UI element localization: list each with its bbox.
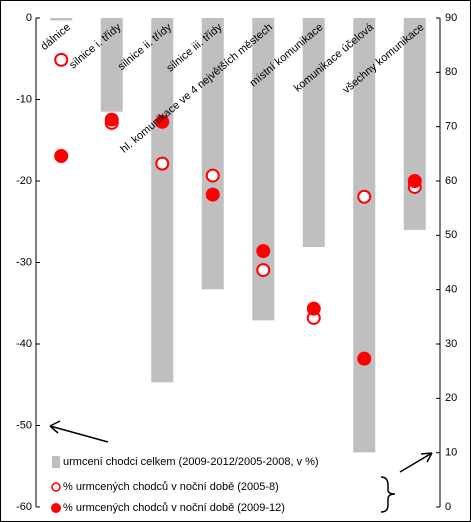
bar xyxy=(403,18,426,230)
bar xyxy=(353,18,376,453)
y2-tick-label: 10 xyxy=(445,447,457,459)
y2-tick-label: 30 xyxy=(445,338,457,350)
y-tick-label: 0 xyxy=(26,12,32,24)
y2-tick-label: 90 xyxy=(445,12,457,24)
dot-filled xyxy=(104,112,119,127)
dot-filled xyxy=(205,187,220,202)
bar xyxy=(50,18,73,21)
dot-filled xyxy=(407,174,422,188)
y-tick-label: -40 xyxy=(16,338,32,350)
legend-label: % urmcených chodců v noční době (2005-8) xyxy=(63,481,279,493)
dot-hollow xyxy=(54,52,69,67)
y2-tick-label: 80 xyxy=(445,66,457,78)
legend-swatch xyxy=(51,503,61,513)
arrows xyxy=(49,420,433,513)
y2-tick-label: 50 xyxy=(445,229,457,241)
legend-label: urmcení chodci celkem (2009-2012/2005-20… xyxy=(63,456,319,468)
bar xyxy=(201,18,224,290)
y2-tick-label: 0 xyxy=(445,501,451,513)
dot-filled xyxy=(306,301,321,316)
dot-filled xyxy=(357,351,372,366)
dot-hollow xyxy=(155,156,170,171)
bar xyxy=(302,18,325,248)
y2-tick-label: 70 xyxy=(445,121,457,133)
y-tick-label: -50 xyxy=(16,419,32,431)
y2-tick-label: 40 xyxy=(445,284,457,296)
y-tick-label: -10 xyxy=(16,93,32,105)
dot-hollow xyxy=(256,263,271,278)
dot-filled xyxy=(54,149,69,164)
legend-swatch xyxy=(52,456,60,468)
y-tick-label: -20 xyxy=(16,175,32,187)
y-tick-label: -30 xyxy=(16,256,32,268)
y2-tick-label: 20 xyxy=(445,392,457,404)
bar xyxy=(100,18,123,112)
dot-hollow xyxy=(205,168,220,183)
dot-filled xyxy=(256,244,271,259)
y-tick-label: -60 xyxy=(16,501,32,513)
legend-swatch xyxy=(51,482,61,492)
bar xyxy=(252,18,275,321)
bar xyxy=(151,18,174,383)
y2-tick-label: 60 xyxy=(445,175,457,187)
dot-hollow xyxy=(357,189,372,204)
legend-label: % urmcených chodců v noční době (2009-12… xyxy=(63,502,285,514)
dot-filled xyxy=(155,114,170,129)
